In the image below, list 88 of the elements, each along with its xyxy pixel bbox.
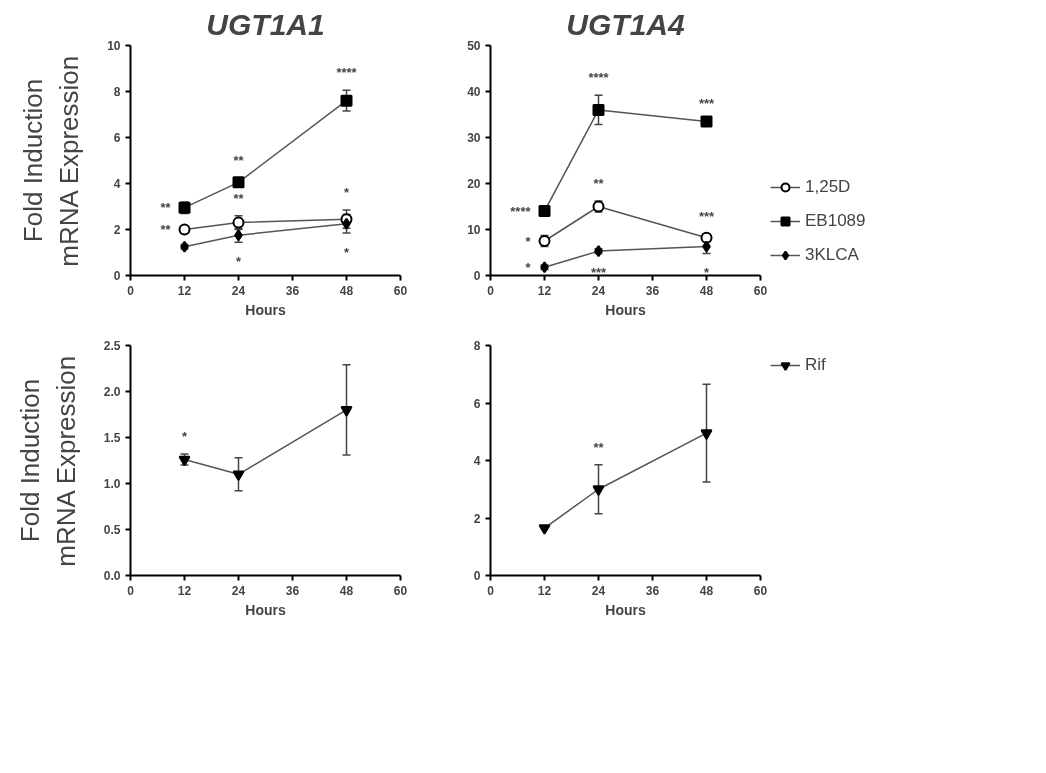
x-tick-label: 36 [285,583,300,598]
annotation: *** [698,96,716,112]
annotation: * [525,233,532,249]
x-tick-label: 12 [537,283,552,298]
y-axis-title: Fold Induction mRNA Expression [18,55,85,267]
y-tick-label: 50 [467,39,481,53]
x-tick-label: 60 [393,583,408,598]
point [340,94,353,107]
y-tick-label: 2.0 [103,385,121,399]
legend-label: Rif [805,355,826,375]
x-tick-label: 12 [177,583,192,598]
x-tick-label: 24 [591,283,606,298]
point [538,524,551,535]
x-tick-label: 60 [393,283,408,298]
y-tick-label: 0.0 [103,569,121,583]
legend-label: 1,25D [805,177,851,197]
x-tick-label: 0 [127,283,135,298]
annotation: **** [336,65,358,81]
x-tick-label: 24 [231,283,246,298]
x-axis-title: Hours [245,601,286,618]
x-tick-label: 0 [487,583,495,598]
y-tick-label: 0.5 [103,523,121,537]
y-tick-label: 4 [473,454,481,468]
legend-label: EB1089 [805,211,866,231]
y-axis-title: Fold Induction mRNA Expression [14,355,81,567]
x-tick-label: 24 [591,583,606,598]
y-tick-label: 0 [473,569,481,583]
y-tick-label: 30 [467,131,481,145]
x-tick-label: 12 [537,583,552,598]
y-tick-label: 8 [113,85,121,99]
annotation: ** [593,439,605,455]
annotation: ** [593,175,605,191]
annotation: * [235,254,242,270]
point [592,485,605,497]
y-tick-label: 6 [113,131,121,145]
x-tick-label: 60 [753,283,768,298]
x-tick-label: 24 [231,583,246,598]
annotation: ** [233,190,245,206]
annotation: ** [233,152,245,168]
chart-title: UGT1A4 [566,7,685,41]
y-tick-label: 20 [467,177,481,191]
point [592,103,605,116]
y-tick-label: 2 [473,511,481,526]
x-tick-label: 12 [177,283,192,298]
y-tick-label: 0 [473,269,481,283]
point [340,406,353,417]
annotation: **** [510,203,532,219]
y-tick-label: 8 [473,339,481,353]
annotation: * [181,429,188,445]
x-tick-label: 36 [285,283,300,298]
y-tick-label: 4 [113,177,121,191]
y-tick-label: 40 [467,85,481,99]
x-axis-title: Hours [605,301,646,318]
y-tick-label: 10 [107,39,121,53]
x-tick-label: 0 [487,283,495,298]
x-tick-label: 36 [645,583,660,598]
x-axis-title: Hours [245,301,286,318]
x-tick-label: 48 [339,583,354,598]
y-tick-label: 0 [113,269,121,283]
x-axis-title: Hours [605,601,646,618]
x-tick-label: 60 [753,583,768,598]
annotation: * [343,184,350,200]
x-tick-label: 36 [645,283,660,298]
y-tick-label: 10 [467,223,481,237]
legend-label: 3KLCA [805,245,859,265]
x-tick-label: 48 [699,583,714,598]
point [232,470,245,482]
point [700,429,713,440]
point [232,176,245,189]
x-tick-label: 48 [339,283,354,298]
annotation: * [343,244,350,260]
annotation: **** [588,70,610,86]
y-tick-label: 1.0 [103,477,121,491]
y-tick-label: 2 [113,223,121,237]
annotation: *** [698,209,716,225]
y-tick-label: 1.5 [103,431,121,445]
point [538,205,551,218]
x-tick-label: 48 [699,283,714,298]
x-tick-label: 0 [127,583,135,598]
point [700,115,713,128]
y-tick-label: 2.5 [103,339,121,353]
annotation: * [703,265,710,281]
annotation: * [525,259,532,275]
annotation: ** [160,222,172,237]
y-tick-label: 6 [473,396,481,411]
chart-title: UGT1A1 [206,7,325,41]
annotation: *** [590,265,608,281]
annotation: ** [160,200,172,216]
